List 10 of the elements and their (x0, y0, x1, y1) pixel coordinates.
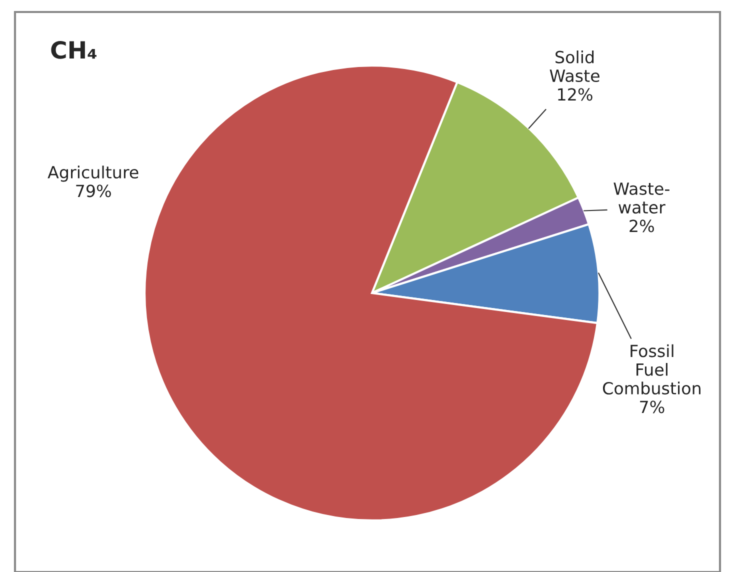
slice-label: Fossil Fuel Combustion (602, 344, 700, 395)
slice-label: Solid Waste (550, 50, 600, 82)
slice-label: Waste-water (614, 182, 670, 214)
chart-title: CH₄ (51, 40, 96, 59)
slice-label: Agriculture (48, 166, 138, 182)
data-label: 7% (640, 400, 664, 414)
data-label: 79% (76, 184, 111, 198)
pie-slice (144, 64, 598, 522)
data-label: 12% (558, 88, 592, 101)
data-label: 2% (630, 220, 654, 232)
